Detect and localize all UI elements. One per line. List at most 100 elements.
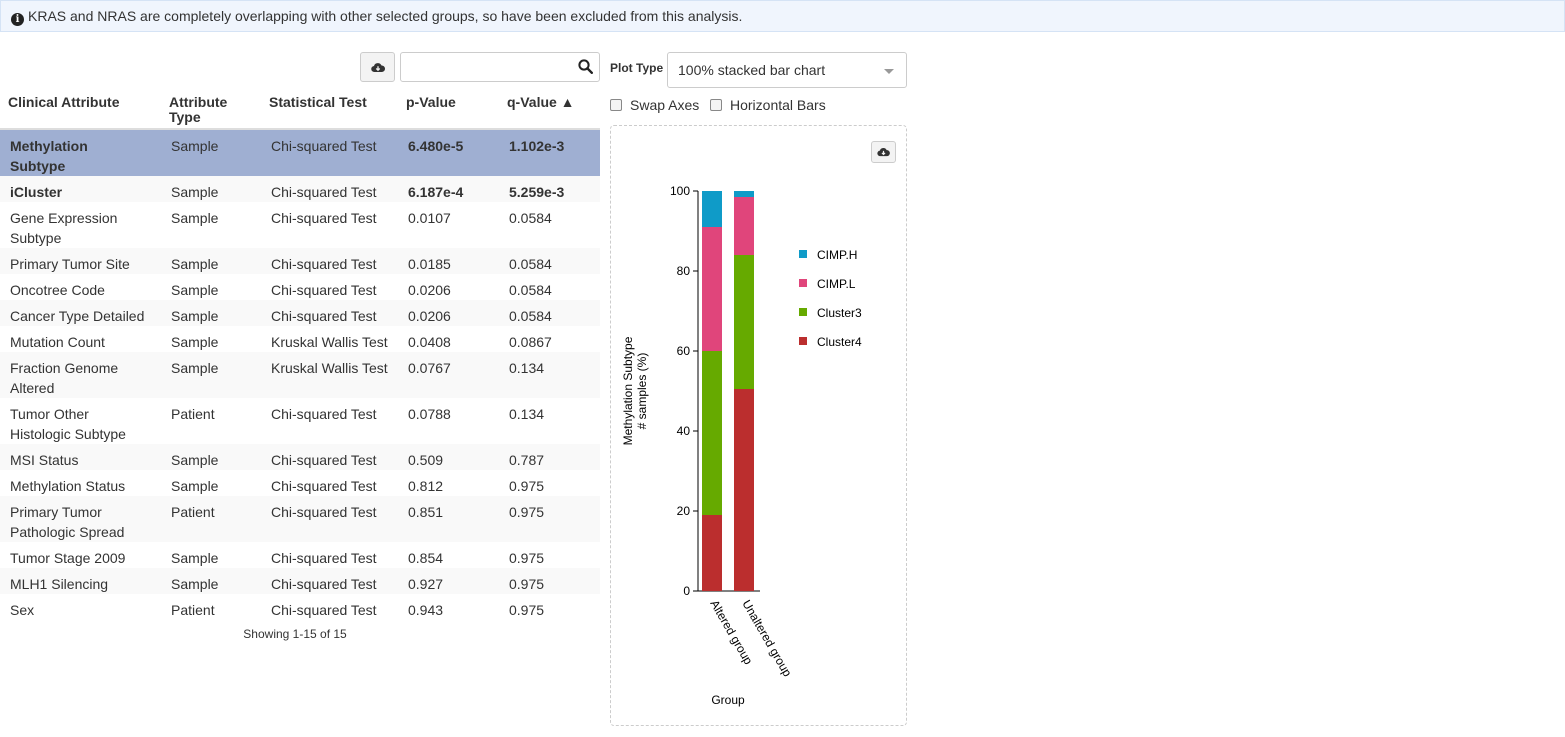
cell-clinical-attribute-line: Methylation Status (10, 478, 126, 494)
cell-clinical-attribute: Sex (10, 600, 160, 620)
cell-clinical-attribute: Cancer Type Detailed (10, 306, 160, 326)
cell-p-value: 0.812 (408, 478, 444, 494)
table-download-button[interactable] (360, 52, 395, 82)
plot-download-button[interactable] (871, 141, 896, 163)
cell-statistical-test: Chi-squared Test (271, 576, 377, 592)
header-q-value[interactable]: q-Value ▲ (507, 94, 575, 110)
bar-segment-cluster3 (734, 255, 754, 389)
y-axis-title-line1: Methylation Subtype (621, 336, 635, 445)
table-row[interactable]: Fraction Genome Altered Sample Kruskal Wall… (0, 352, 600, 398)
cell-q-value: 0.134 (509, 360, 545, 376)
horizontal-bars-checkbox[interactable]: Horizontal Bars (710, 97, 826, 113)
table-row[interactable]: Tumor Other Histologic Subtype Patient Chi-… (0, 398, 600, 444)
cell-clinical-attribute: Primary Tumor Site (10, 254, 160, 274)
table-row[interactable]: Mutation Count Sample Kruskal Wallis Test 0… (0, 326, 600, 352)
cell-p-value: 0.0408 (408, 334, 451, 350)
cell-clinical-attribute-line: Primary Tumor (10, 504, 102, 520)
table-row[interactable]: Methylation Status Sample Chi-squared Test… (0, 470, 600, 496)
cell-clinical-attribute-line: Tumor Other (10, 406, 89, 422)
cell-clinical-attribute: Tumor Other Histologic Subtype (10, 404, 160, 444)
cell-clinical-attribute: Oncotree Code (10, 280, 160, 300)
cell-clinical-attribute: Methylation Status (10, 476, 160, 496)
cell-clinical-attribute: MSI Status (10, 450, 160, 470)
cell-statistical-test: Chi-squared Test (271, 256, 377, 272)
cell-statistical-test: Chi-squared Test (271, 550, 377, 566)
bar-segment-cluster4 (702, 515, 722, 591)
cell-statistical-test: Kruskal Wallis Test (271, 334, 388, 350)
cell-p-value: 0.0107 (408, 210, 451, 226)
table-row[interactable]: MLH1 Silencing Sample Chi-squared Test 0.92… (0, 568, 600, 594)
cloud-download-icon (370, 62, 385, 72)
cell-q-value: 0.975 (509, 504, 545, 520)
cell-statistical-test: Chi-squared Test (271, 602, 377, 618)
cell-attribute-type: Sample (171, 550, 219, 566)
cell-p-value: 6.480e-5 (408, 138, 464, 154)
y-tick-label: 20 (677, 504, 691, 518)
cell-attribute-type: Sample (171, 478, 219, 494)
table-search[interactable] (400, 52, 600, 82)
legend-swatch-cimp-h (799, 250, 807, 258)
header-attribute-type[interactable]: Attribute Type (169, 95, 227, 125)
search-icon[interactable] (578, 59, 593, 74)
swap-axes-checkbox[interactable]: Swap Axes (610, 97, 699, 113)
cell-attribute-type: Patient (171, 504, 215, 520)
plot-type-label: Plot Type (610, 61, 664, 75)
x-tick-label: Unaltered group (739, 598, 794, 680)
cell-p-value: 0.927 (408, 576, 444, 592)
legend-label: Cluster4 (817, 335, 862, 349)
cell-attribute-type: Sample (171, 256, 219, 272)
legend-label: Cluster3 (817, 306, 862, 320)
cell-statistical-test: Chi-squared Test (271, 282, 377, 298)
cell-clinical-attribute-line: Fraction Genome (10, 360, 119, 376)
cell-p-value: 0.509 (408, 452, 444, 468)
header-attribute-type-line1: Attribute (169, 94, 228, 110)
cell-clinical-attribute: Fraction Genome Altered (10, 358, 160, 398)
plot-type-select[interactable]: 100% stacked bar chart (667, 52, 907, 88)
bar-segment-cluster4 (734, 389, 754, 591)
cell-clinical-attribute-line: Oncotree Code (10, 282, 105, 298)
cell-attribute-type: Sample (171, 360, 219, 376)
cell-q-value: 5.259e-3 (509, 184, 565, 200)
table-row[interactable]: Cancer Type Detailed Sample Chi-squared Te… (0, 300, 600, 326)
x-axis-title: Group (711, 693, 745, 707)
cell-statistical-test: Chi-squared Test (271, 478, 377, 494)
cell-statistical-test: Chi-squared Test (271, 138, 377, 154)
cell-attribute-type: Sample (171, 334, 219, 350)
search-input[interactable] (405, 54, 575, 80)
bar-segment-cimp-h (702, 191, 722, 227)
info-alert: i KRAS and NRAS are completely overlappin… (0, 0, 1565, 32)
cell-clinical-attribute-line: Pathologic Spread (10, 524, 125, 540)
cell-clinical-attribute: MLH1 Silencing (10, 574, 160, 594)
bar-segment-cluster3 (702, 351, 722, 515)
header-p-value[interactable]: p-Value (406, 94, 456, 110)
cell-p-value: 0.0788 (408, 406, 451, 422)
table-row[interactable]: iCluster Sample Chi-squared Test 6.187e-4 5.… (0, 176, 600, 202)
cell-clinical-attribute-line: Gene Expression (10, 210, 118, 226)
cell-attribute-type: Sample (171, 282, 219, 298)
cell-p-value: 0.851 (408, 504, 444, 520)
y-tick-label: 100 (670, 184, 690, 198)
cell-p-value: 0.943 (408, 602, 444, 618)
header-statistical-test[interactable]: Statistical Test (269, 94, 367, 110)
cell-q-value: 0.134 (509, 406, 545, 422)
cell-q-value: 0.0584 (509, 308, 552, 324)
table-row[interactable]: Sex Patient Chi-squared Test 0.943 0.975 (0, 594, 600, 620)
table-row[interactable]: Primary Tumor Site Sample Chi-squared Test… (0, 248, 600, 274)
table-row[interactable]: Primary Tumor Pathologic Spread Patient Chi… (0, 496, 600, 542)
table-row[interactable]: Methylation Subtype Sample Chi-squared Test… (0, 130, 600, 176)
swap-axes-box[interactable] (610, 99, 622, 111)
y-tick-label: 60 (677, 344, 691, 358)
header-clinical-attribute[interactable]: Clinical Attribute (8, 94, 120, 110)
cell-clinical-attribute: Gene Expression Subtype (10, 208, 160, 248)
horizontal-bars-box[interactable] (710, 99, 722, 111)
legend-swatch-cluster3 (799, 308, 807, 316)
table-row[interactable]: Oncotree Code Sample Chi-squared Test 0.020… (0, 274, 600, 300)
cloud-download-icon (877, 148, 890, 157)
table-row[interactable]: Tumor Stage 2009 Sample Chi-squared Test 0.… (0, 542, 600, 568)
cell-clinical-attribute-line: Methylation (10, 138, 88, 154)
y-tick-label: 80 (677, 264, 691, 278)
cell-statistical-test: Chi-squared Test (271, 184, 377, 200)
table-row[interactable]: MSI Status Sample Chi-squared Test 0.509 0.7… (0, 444, 600, 470)
table-row[interactable]: Gene Expression Subtype Sample Chi-squared … (0, 202, 600, 248)
info-icon: i (11, 13, 24, 26)
